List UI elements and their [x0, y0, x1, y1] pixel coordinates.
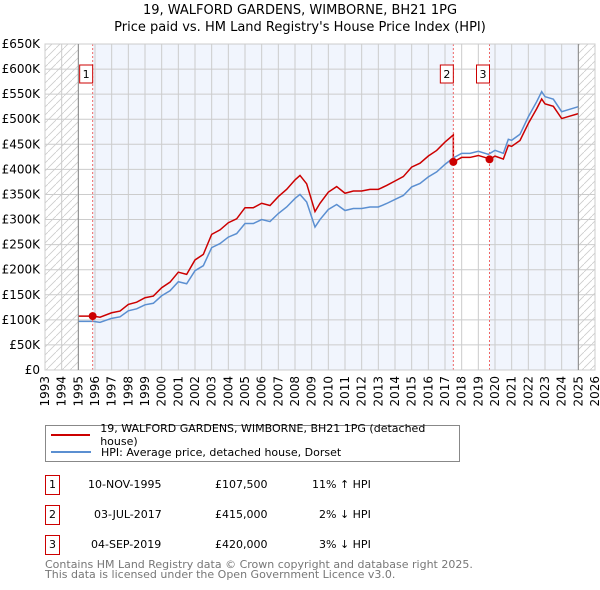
shaded-period — [489, 44, 579, 370]
property-price-line — [78, 97, 579, 318]
sale-price: £107,500 — [215, 478, 268, 491]
x-tick-label: 2014 — [388, 376, 402, 407]
x-tick-label: 2002 — [188, 376, 202, 407]
x-tick-label: 1997 — [105, 376, 119, 407]
x-tick-label: 1998 — [121, 376, 135, 407]
y-tick-label: £200K — [2, 263, 42, 277]
title: 19, WALFORD GARDENS, WIMBORNE, BH21 1PG — [142, 3, 458, 18]
x-tick-label: 2018 — [455, 376, 469, 407]
sale-point — [88, 312, 97, 321]
x-tick-label: 1995 — [71, 376, 85, 407]
shaded-period — [92, 44, 454, 370]
sale-date: 04-SEP-2019 — [91, 538, 162, 551]
x-tick-label: 2021 — [505, 376, 519, 407]
sale-marker: 2 — [45, 505, 60, 525]
legend-item-hpi: HPI: Average price, detached house, Dors… — [51, 444, 341, 460]
x-tick-label: 1999 — [138, 376, 152, 407]
y-tick-label: £500K — [2, 112, 42, 126]
licence-text: This data is licensed under the Open Gov… — [45, 568, 396, 581]
sale-date: 10-NOV-1995 — [88, 478, 162, 491]
sale-marker: 3 — [45, 535, 60, 555]
hpi-line — [78, 90, 579, 324]
legend-label: 19, WALFORD GARDENS, WIMBORNE, BH21 1PG … — [100, 422, 426, 448]
x-tick-label: 2019 — [471, 376, 485, 407]
x-tick-label: 2008 — [288, 376, 302, 407]
sale-label-box — [439, 64, 454, 84]
sale-row: 3 04-SEP-2019 £420,000 3% ↓ HPI — [45, 535, 465, 555]
sale-hpi: 3% ↓ HPI — [319, 538, 371, 551]
subtitle: Price paid vs. HM Land Registry's House … — [114, 20, 486, 35]
sale-row: 1 10-NOV-1995 £107,500 11% ↑ HPI — [45, 475, 465, 495]
footer: Contains HM Land Registry data © Crown c… — [45, 558, 473, 581]
x-tick-label: 2000 — [155, 376, 169, 407]
sale-hpi: 11% ↑ HPI — [312, 478, 371, 491]
legend: 19, WALFORD GARDENS, WIMBORNE, BH21 1PG … — [45, 422, 460, 462]
y-tick-label: £350K — [2, 187, 42, 201]
x-tick-label: 2011 — [338, 376, 352, 407]
y-tick-label: £0 — [25, 363, 40, 377]
x-tick-label: 2022 — [521, 376, 535, 407]
hatched-region-after — [578, 44, 595, 370]
x-tick-label: 2026 — [588, 376, 600, 407]
y-tick-label: £50K — [9, 338, 41, 352]
x-tick-label: 2025 — [571, 376, 585, 407]
legend-swatch-blue — [51, 451, 91, 453]
sale-label: 2 — [443, 68, 450, 81]
x-tick-label: 2010 — [321, 376, 335, 407]
y-tick-label: £550K — [2, 87, 42, 101]
x-tick-label: 2013 — [371, 376, 385, 407]
copyright-text: Contains HM Land Registry data © Crown c… — [45, 558, 473, 571]
sale-hpi: 2% ↓ HPI — [319, 508, 371, 521]
plot-frame — [44, 43, 596, 371]
sale-label: 1 — [83, 68, 90, 81]
x-tick-label: 2023 — [538, 376, 552, 407]
sale-point — [449, 157, 458, 166]
x-tick-label: 2003 — [205, 376, 219, 407]
legend-item-property: 19, WALFORD GARDENS, WIMBORNE, BH21 1PG … — [51, 422, 459, 448]
x-tick-label: 1996 — [88, 376, 102, 407]
x-tick-label: 2016 — [421, 376, 435, 407]
x-tick-label: 2007 — [271, 376, 285, 407]
x-tick-label: 2015 — [405, 376, 419, 407]
legend-swatch-red — [51, 434, 91, 436]
sale-label-box — [79, 64, 94, 84]
x-tick-label: 2024 — [555, 376, 569, 407]
x-tick-label: 2020 — [488, 376, 502, 407]
sale-label: 3 — [480, 68, 487, 81]
legend-label: HPI: Average price, detached house, Dors… — [101, 445, 342, 459]
y-tick-label: £100K — [2, 313, 42, 327]
x-tick-label: 1994 — [55, 376, 69, 407]
y-tick-label: £150K — [2, 288, 42, 302]
sale-date: 03-JUL-2017 — [94, 508, 162, 521]
chart-title: 19, WALFORD GARDENS, WIMBORNE, BH21 1PG … — [0, 2, 600, 36]
sale-label-box — [476, 64, 490, 84]
x-tick-label: 2004 — [221, 376, 235, 407]
x-tick-label: 1993 — [38, 376, 52, 407]
x-tick-label: 2006 — [255, 376, 269, 407]
x-tick-label: 2012 — [355, 376, 369, 407]
y-tick-label: £600K — [2, 62, 42, 76]
sale-price: £420,000 — [215, 538, 268, 551]
y-tick-label: £650K — [2, 37, 42, 51]
x-tick-label: 2005 — [238, 376, 252, 407]
y-tick-label: £250K — [2, 238, 42, 252]
sale-price: £415,000 — [215, 508, 268, 521]
y-tick-label: £450K — [2, 137, 42, 151]
x-tick-label: 2009 — [305, 376, 319, 407]
sale-marker: 1 — [45, 475, 60, 495]
y-tick-label: £300K — [2, 213, 42, 227]
x-tick-label: 2001 — [171, 376, 185, 407]
sale-point — [485, 155, 494, 164]
y-tick-label: £400K — [2, 162, 42, 176]
x-tick-label: 2017 — [438, 376, 452, 407]
sale-row: 2 03-JUL-2017 £415,000 2% ↓ HPI — [45, 505, 465, 525]
